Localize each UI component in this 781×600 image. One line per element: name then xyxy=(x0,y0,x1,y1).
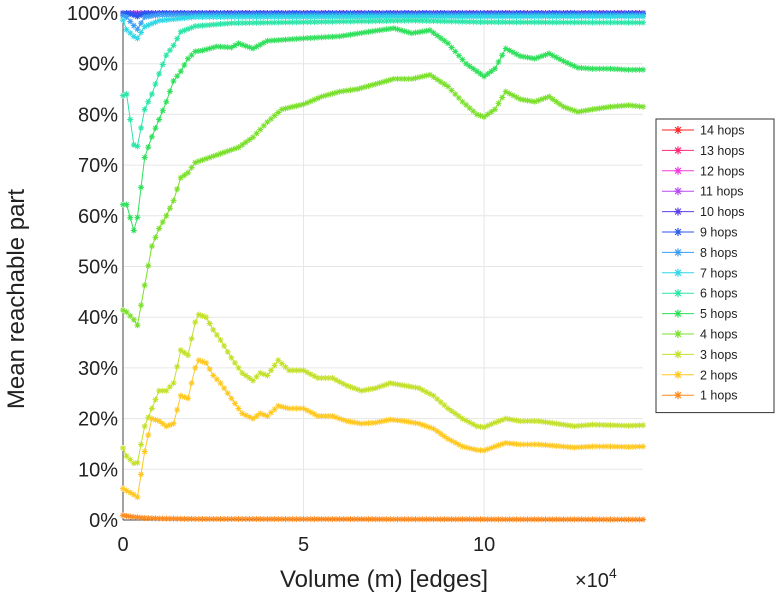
legend-item: 8 hops xyxy=(662,246,738,260)
legend-label: 1 hops xyxy=(700,389,738,403)
series-12 xyxy=(120,311,646,467)
series-13 xyxy=(120,357,646,501)
legend-item: 3 hops xyxy=(662,348,738,362)
legend-marker-icon xyxy=(674,248,682,257)
series-markers xyxy=(120,311,646,467)
x-tick-label: 5 xyxy=(298,534,309,556)
tick-labels: 0% 10% 20% 30% 40% 50% 60% 70% 80% 90% 100% 0 5 10 xyxy=(67,3,495,556)
series-layer xyxy=(120,10,646,523)
x-tick-label: 10 xyxy=(473,534,495,556)
legend-label: 11 hops xyxy=(700,185,744,199)
legend-label: 13 hops xyxy=(700,144,744,158)
legend-label: 8 hops xyxy=(700,246,738,260)
series-markers xyxy=(120,357,646,501)
legend-label: 12 hops xyxy=(700,164,744,178)
series-markers xyxy=(120,512,646,523)
legend-marker-icon xyxy=(674,166,682,175)
series-10 xyxy=(120,25,646,234)
y-tick-label: 70% xyxy=(78,155,118,177)
series-11 xyxy=(120,71,646,329)
y-tick-label: 10% xyxy=(78,459,118,481)
legend-label: 4 hops xyxy=(700,328,738,342)
legend-item: 12 hops xyxy=(662,164,744,178)
legend-item: 4 hops xyxy=(662,328,738,342)
y-tick-label: 100% xyxy=(67,3,118,25)
legend-marker-icon xyxy=(674,391,682,400)
legend-item: 2 hops xyxy=(662,368,738,382)
legend-marker-icon xyxy=(674,289,682,298)
legend-label: 6 hops xyxy=(700,287,738,301)
series-14 xyxy=(120,512,646,523)
y-tick-label: 60% xyxy=(78,206,118,228)
series-markers xyxy=(120,71,646,329)
legend-label: 7 hops xyxy=(700,266,738,280)
legend-item: 10 hops xyxy=(662,205,744,219)
series-markers xyxy=(120,17,646,150)
y-tick-label: 50% xyxy=(78,257,118,279)
x-axis-multiplier-exponent: 4 xyxy=(609,565,617,581)
legend-marker-icon xyxy=(674,126,682,134)
x-axis-multiplier-base: ×10 xyxy=(575,570,609,592)
legend-marker-icon xyxy=(674,187,682,196)
legend-item: 5 hops xyxy=(662,307,738,321)
legend-marker-icon xyxy=(674,207,682,216)
series-9 xyxy=(120,17,646,150)
legend-label: 5 hops xyxy=(700,307,738,321)
y-tick-label: 80% xyxy=(78,104,118,126)
legend-marker-icon xyxy=(674,370,682,379)
legend-item: 1 hops xyxy=(662,389,738,403)
legend-marker-icon xyxy=(674,228,682,236)
y-tick-label: 90% xyxy=(78,54,118,76)
legend-item: 9 hops xyxy=(662,226,738,240)
legend-marker-icon xyxy=(674,268,682,277)
y-axis-label: Mean reachable part xyxy=(3,189,30,409)
x-axis-label: Volume (m) [edges] xyxy=(280,566,488,593)
series-8 xyxy=(120,13,646,42)
legend-item: 7 hops xyxy=(662,266,738,280)
series-markers xyxy=(120,25,646,234)
legend-label: 2 hops xyxy=(700,368,738,382)
legend-label: 3 hops xyxy=(700,348,738,362)
x-axis-multiplier: ×104 xyxy=(575,565,617,592)
legend-marker-icon xyxy=(674,330,682,338)
y-tick-label: 0% xyxy=(89,510,118,532)
series-markers xyxy=(120,13,646,42)
legend-item: 13 hops xyxy=(662,144,744,158)
legend-marker-icon xyxy=(674,146,682,155)
legend-marker-icon xyxy=(674,309,682,318)
x-tick-label: 0 xyxy=(117,534,128,556)
legend-marker-icon xyxy=(674,350,682,359)
legend-label: 14 hops xyxy=(700,124,744,138)
legend-item: 6 hops xyxy=(662,287,738,301)
legend-label: 9 hops xyxy=(700,226,738,240)
y-tick-label: 20% xyxy=(78,409,118,431)
legend-item: 11 hops xyxy=(662,185,744,199)
legend-label: 10 hops xyxy=(700,205,744,219)
y-tick-label: 40% xyxy=(78,307,118,329)
legend: 14 hops 13 hops 12 hops 11 hops 10 hops 9 hop… xyxy=(655,118,775,414)
legend-item: 14 hops xyxy=(662,124,744,138)
y-tick-label: 30% xyxy=(78,358,118,380)
